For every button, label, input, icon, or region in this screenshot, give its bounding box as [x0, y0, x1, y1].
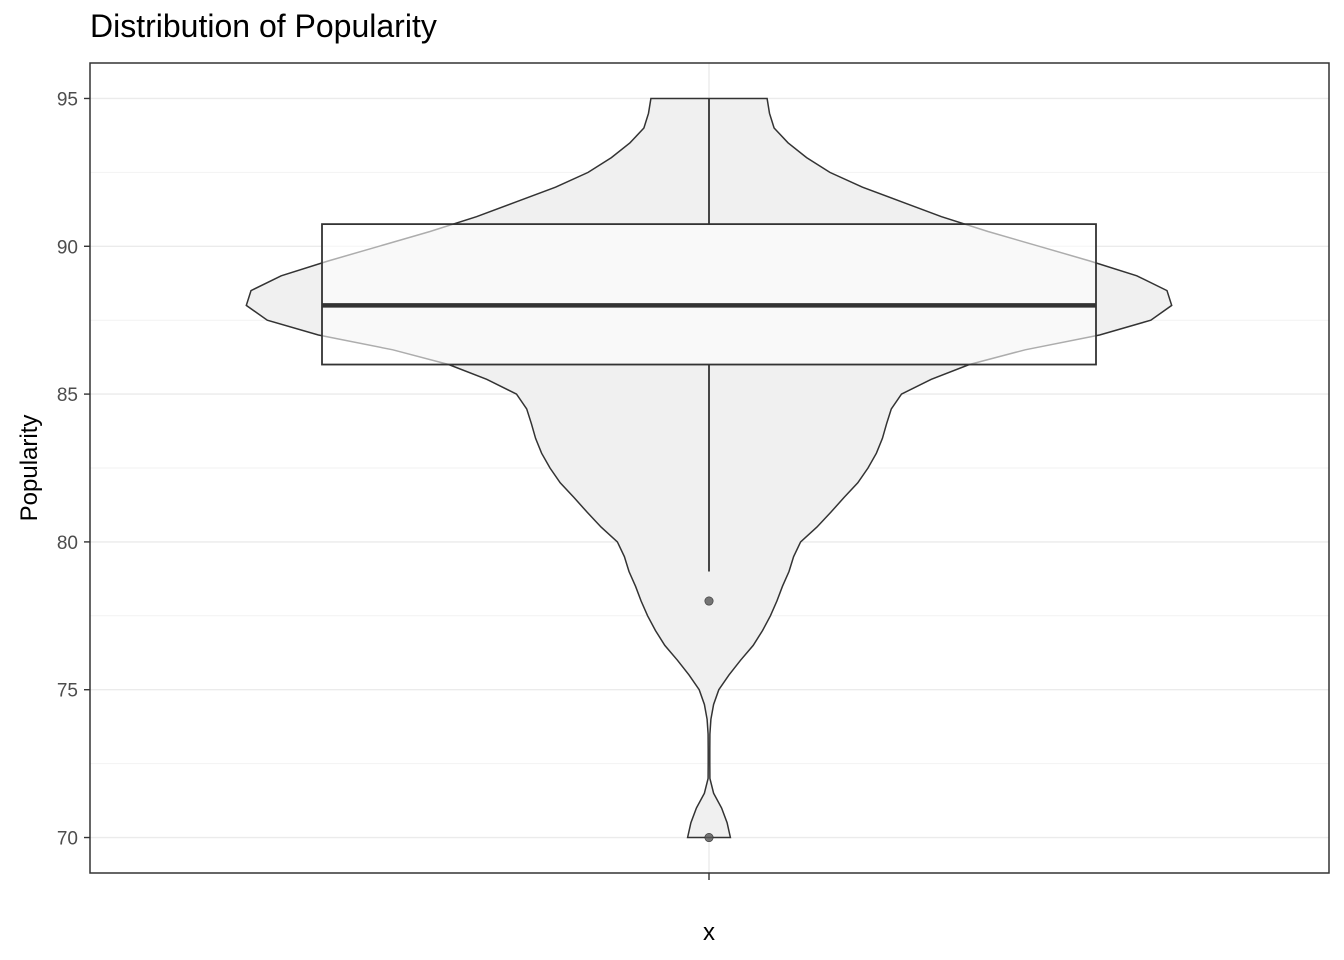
outlier-points	[704, 596, 714, 843]
y-tick-label: 70	[57, 829, 78, 850]
y-tick-label: 95	[57, 89, 78, 110]
y-axis-title: Popularity	[16, 415, 43, 522]
y-tick-label: 80	[57, 533, 78, 554]
chart-title: Distribution of Popularity	[90, 8, 437, 44]
x-tick-label: x	[703, 919, 715, 946]
outlier-point	[704, 833, 714, 843]
iqr-box	[321, 223, 1097, 366]
y-tick-label: 90	[57, 237, 78, 258]
outlier-point	[704, 596, 714, 606]
y-axis-ticks: 70 75 80 85 90 95	[57, 89, 90, 850]
y-tick-label: 85	[57, 385, 78, 406]
y-tick-label: 75	[57, 681, 78, 702]
x-axis-ticks: x	[703, 873, 715, 946]
